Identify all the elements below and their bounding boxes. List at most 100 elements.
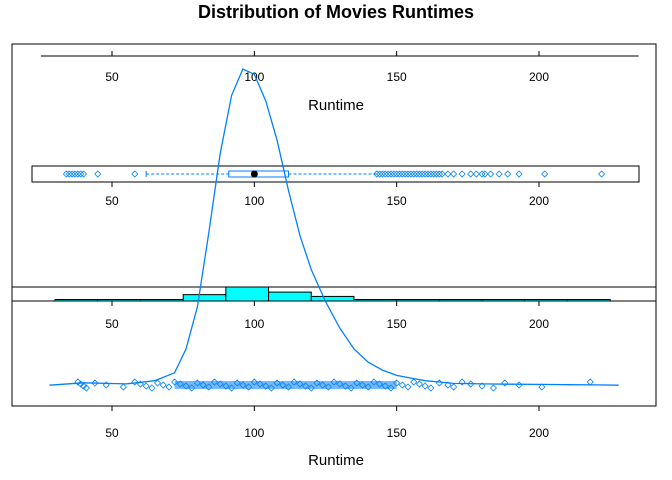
tick-label: 150 (387, 194, 407, 208)
outlier-point (381, 170, 389, 178)
outlier-point (424, 170, 432, 178)
tick-label: 50 (105, 70, 119, 84)
tick-label: 100 (244, 426, 264, 440)
tick-label: 200 (529, 426, 549, 440)
boxplot-strip (31, 165, 640, 183)
boxplot-top-axis: 50 100 150 200 (40, 51, 639, 84)
rug-point (74, 378, 82, 386)
tick-label: 50 (105, 317, 119, 331)
histogram-bar (310, 295, 355, 302)
tick-label: 50 (105, 194, 119, 208)
rug-point (586, 378, 594, 386)
rug-point (165, 383, 173, 391)
outlier-point (373, 170, 381, 178)
histogram-bar (566, 299, 611, 302)
outlier-point (472, 170, 480, 178)
rug-point (489, 384, 498, 392)
outlier-point (435, 170, 443, 178)
rug-point (91, 379, 99, 387)
outlier-point (450, 170, 458, 178)
outlier-point (515, 170, 523, 178)
rug-point (159, 381, 167, 389)
rug-point (142, 382, 150, 390)
rug-point (478, 382, 486, 390)
histogram-bar (268, 291, 312, 302)
outlier-point (393, 170, 401, 178)
outlier-point (407, 170, 415, 178)
tick-label: 200 (529, 317, 549, 331)
rug-point (450, 383, 458, 391)
outlier-point (478, 170, 486, 178)
outlier-point (384, 170, 392, 178)
outlier-point (541, 170, 549, 178)
outlier-point (598, 170, 606, 178)
outlier-point (387, 170, 395, 178)
outlier-point (413, 170, 421, 178)
histogram-bar (225, 286, 270, 302)
tick-label: 100 (244, 194, 264, 208)
outlier-point (404, 170, 412, 178)
outlier-point (401, 170, 409, 178)
histogram-bar (438, 299, 483, 302)
outlier-point (410, 170, 418, 178)
outlier-point (74, 170, 82, 178)
outlier-point (430, 170, 438, 178)
outlier-point (376, 170, 384, 178)
tick-label: 150 (387, 426, 407, 440)
outlier-point (62, 170, 71, 178)
outlier-point (427, 170, 435, 178)
tick-label: 200 (529, 70, 549, 84)
outlier-point (481, 170, 489, 178)
outlier-point (94, 170, 102, 178)
boxplot-axis-title: Runtime (308, 97, 364, 114)
rug-point (427, 384, 435, 392)
rug-point (82, 384, 90, 392)
rug-point (410, 378, 418, 386)
outlier-point (504, 170, 512, 178)
outlier-point (378, 170, 386, 178)
chart-title: Distribution of Movies Runtimes (198, 2, 474, 22)
boxplot-strip-axis: 50 100 150 200 (105, 182, 549, 208)
rug-point (415, 380, 424, 388)
histogram-bar (139, 299, 184, 302)
rug-point (501, 379, 509, 387)
histogram-bar (396, 299, 440, 302)
outlier-point (79, 170, 88, 178)
rug-point (119, 383, 127, 391)
tick-label: 150 (387, 317, 407, 331)
histogram-bar (353, 299, 398, 302)
tick-label: 100 (244, 70, 264, 84)
histogram-bar (182, 294, 227, 302)
histogram-bar (481, 299, 526, 302)
outlier-point (444, 170, 452, 178)
rug-point (148, 384, 156, 392)
outlier-point (131, 170, 139, 178)
histogram-axis: 50 100 150 200 (105, 301, 549, 331)
histogram-bar (97, 299, 141, 302)
rug-point (153, 379, 162, 387)
outlier-point (71, 170, 79, 178)
histogram (54, 286, 611, 302)
tick-label: 150 (387, 70, 407, 84)
x-axis: 50 100 150 200 (105, 406, 549, 440)
outlier-point (418, 170, 426, 178)
outlier-point (77, 170, 85, 178)
rug-point (404, 383, 412, 391)
rug-point (458, 378, 466, 386)
rug-point (467, 380, 475, 388)
outlier-point (487, 170, 495, 178)
iqr-box (228, 170, 289, 178)
x-axis-title: Runtime (308, 452, 364, 469)
rug-point (515, 381, 523, 389)
boxplot (62, 170, 606, 178)
outlier-point (458, 170, 466, 178)
outlier-point (65, 170, 73, 178)
outlier-point (421, 170, 429, 178)
histogram-bar (54, 299, 99, 302)
histogram-bar (524, 299, 568, 302)
rug-dense-band (174, 381, 397, 389)
density-curve (49, 68, 619, 386)
rug-point (398, 381, 406, 389)
rug-point (444, 381, 452, 389)
